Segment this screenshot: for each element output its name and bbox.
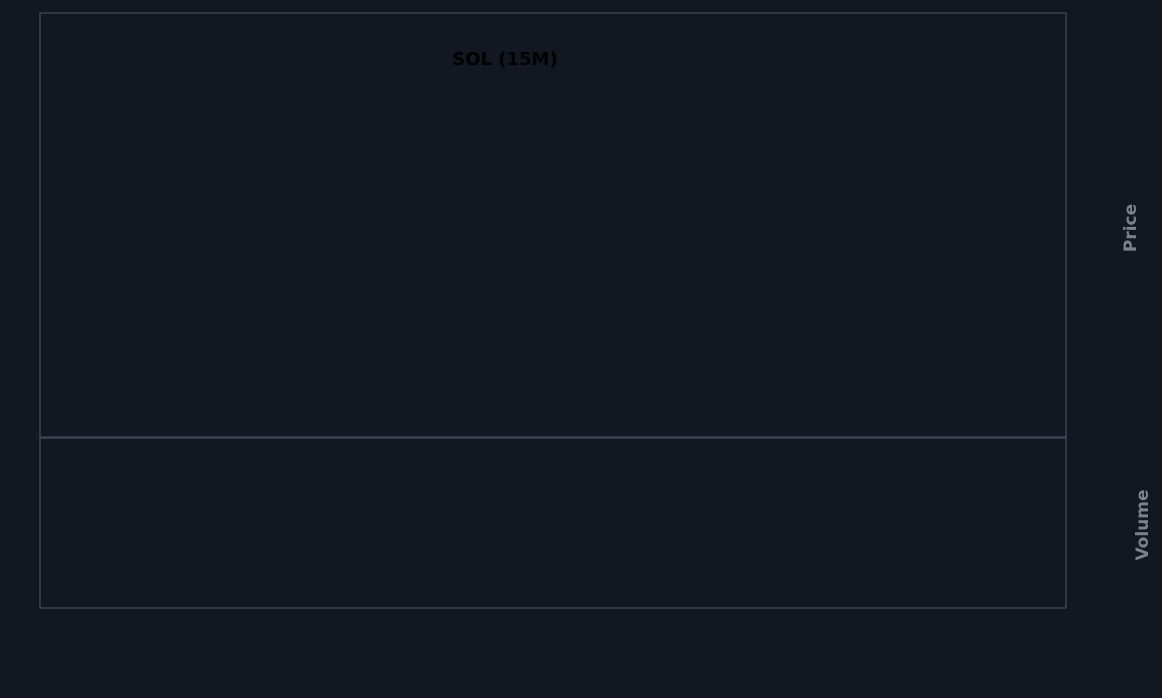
volume-axis-label: Volume xyxy=(1133,489,1153,560)
volume-frame xyxy=(39,437,1067,609)
price-frame xyxy=(39,12,1067,438)
y-axis-label: Price xyxy=(1121,204,1141,252)
chart-title: SOL (15M) xyxy=(452,49,557,70)
